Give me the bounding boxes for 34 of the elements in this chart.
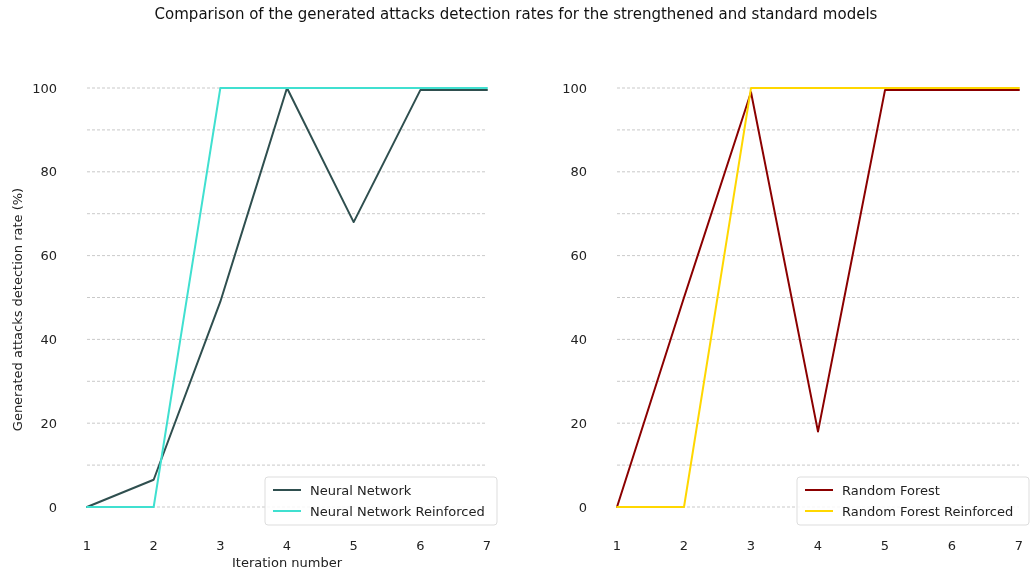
x-tick-label: 7 xyxy=(1014,537,1024,553)
y-tick-label: 40 xyxy=(570,331,587,347)
y-tick-label: 20 xyxy=(40,415,57,431)
line-series xyxy=(86,87,488,508)
y-tick-label: 20 xyxy=(570,415,587,431)
x-tick-label: 2 xyxy=(679,537,689,553)
x-tick-label: 6 xyxy=(416,537,425,553)
legend-label: Neural Network xyxy=(310,482,412,498)
chart-title: Comparison of the generated attacks detection rates for the strengthened and standard models xyxy=(154,5,878,23)
x-tick-label: 1 xyxy=(82,537,92,553)
y-tick-label: 80 xyxy=(570,164,587,180)
legend-label: Neural Network Reinforced xyxy=(310,503,485,519)
y-tick-label: 80 xyxy=(40,164,57,180)
y-tick-label: 0 xyxy=(48,499,57,515)
legend-label: Random Forest Reinforced xyxy=(842,503,1014,519)
x-tick-label: 3 xyxy=(746,537,756,553)
x-tick-label: 7 xyxy=(482,537,492,553)
x-tick-label: 4 xyxy=(813,537,823,553)
x-tick-label: 4 xyxy=(282,537,292,553)
y-tick-label: 60 xyxy=(40,248,57,264)
y-axis-title: Generated attacks detection rate (%) xyxy=(10,187,25,432)
x-axis-title: Iteration number xyxy=(231,555,343,570)
x-tick-label: 3 xyxy=(216,537,225,553)
y-tick-label: 40 xyxy=(40,331,57,347)
x-tick-label: 1 xyxy=(612,537,622,553)
x-tick-label: 5 xyxy=(880,537,890,553)
y-tick-label: 100 xyxy=(32,80,57,96)
x-tick-label: 5 xyxy=(349,537,358,553)
legend-label: Random Forest xyxy=(842,482,940,498)
y-tick-label: 60 xyxy=(570,248,587,264)
x-tick-label: 2 xyxy=(149,537,158,553)
x-tick-label: 6 xyxy=(947,537,957,553)
y-tick-label: 0 xyxy=(578,499,587,515)
y-tick-label: 100 xyxy=(562,80,587,96)
